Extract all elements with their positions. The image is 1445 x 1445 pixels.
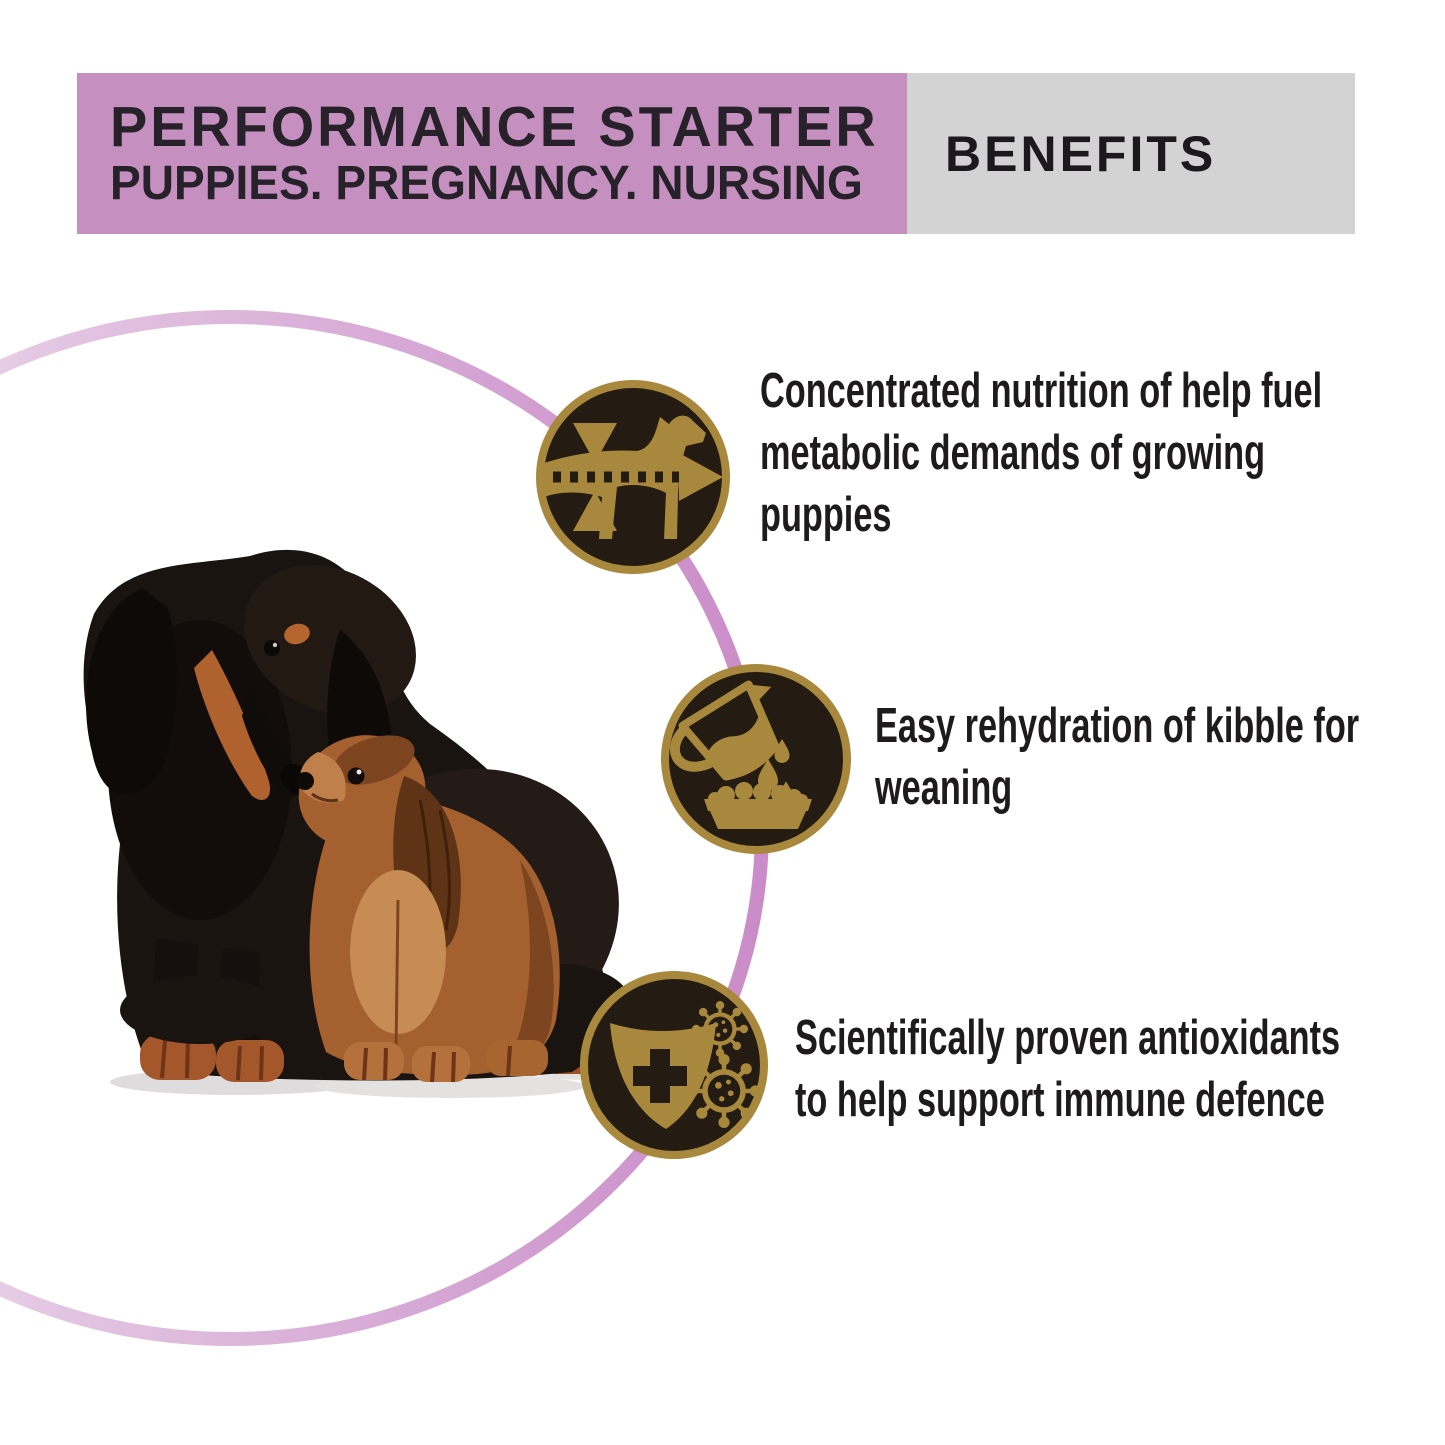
benefit-line: Scientifically proven antioxidants	[795, 1011, 1341, 1065]
benefit-line: to help support immune defence	[795, 1073, 1325, 1127]
metabolism-icon	[536, 380, 730, 574]
benefits-header: BENEFITS	[907, 73, 1355, 234]
product-header: PERFORMANCE STARTER PUPPIES. PREGNANCY. …	[77, 73, 907, 234]
benefit-line: Easy rehydration of kibble for	[875, 699, 1360, 753]
immune-defence-icon	[580, 971, 768, 1159]
benefit-item-immune-defence: Scientifically proven antioxidants to he…	[795, 1007, 1445, 1131]
benefit-item-metabolism: Concentrated nutrition of help fuel meta…	[760, 360, 1445, 546]
rehydration-icon	[661, 664, 851, 854]
benefits-title: BENEFITS	[945, 125, 1217, 182]
benefit-line: metabolic demands of growing	[760, 426, 1266, 480]
product-subtitle: PUPPIES. PREGNANCY. NURSING	[110, 156, 863, 210]
benefit-line: weaning	[875, 761, 1013, 815]
benefit-item-rehydration: Easy rehydration of kibble for weaning	[875, 695, 1445, 819]
benefit-line: puppies	[760, 488, 892, 542]
product-title: PERFORMANCE STARTER	[110, 94, 879, 159]
puppy	[296, 735, 560, 1083]
dogs-photo	[83, 549, 645, 1098]
benefit-line: Concentrated nutrition of help fuel	[760, 364, 1323, 418]
